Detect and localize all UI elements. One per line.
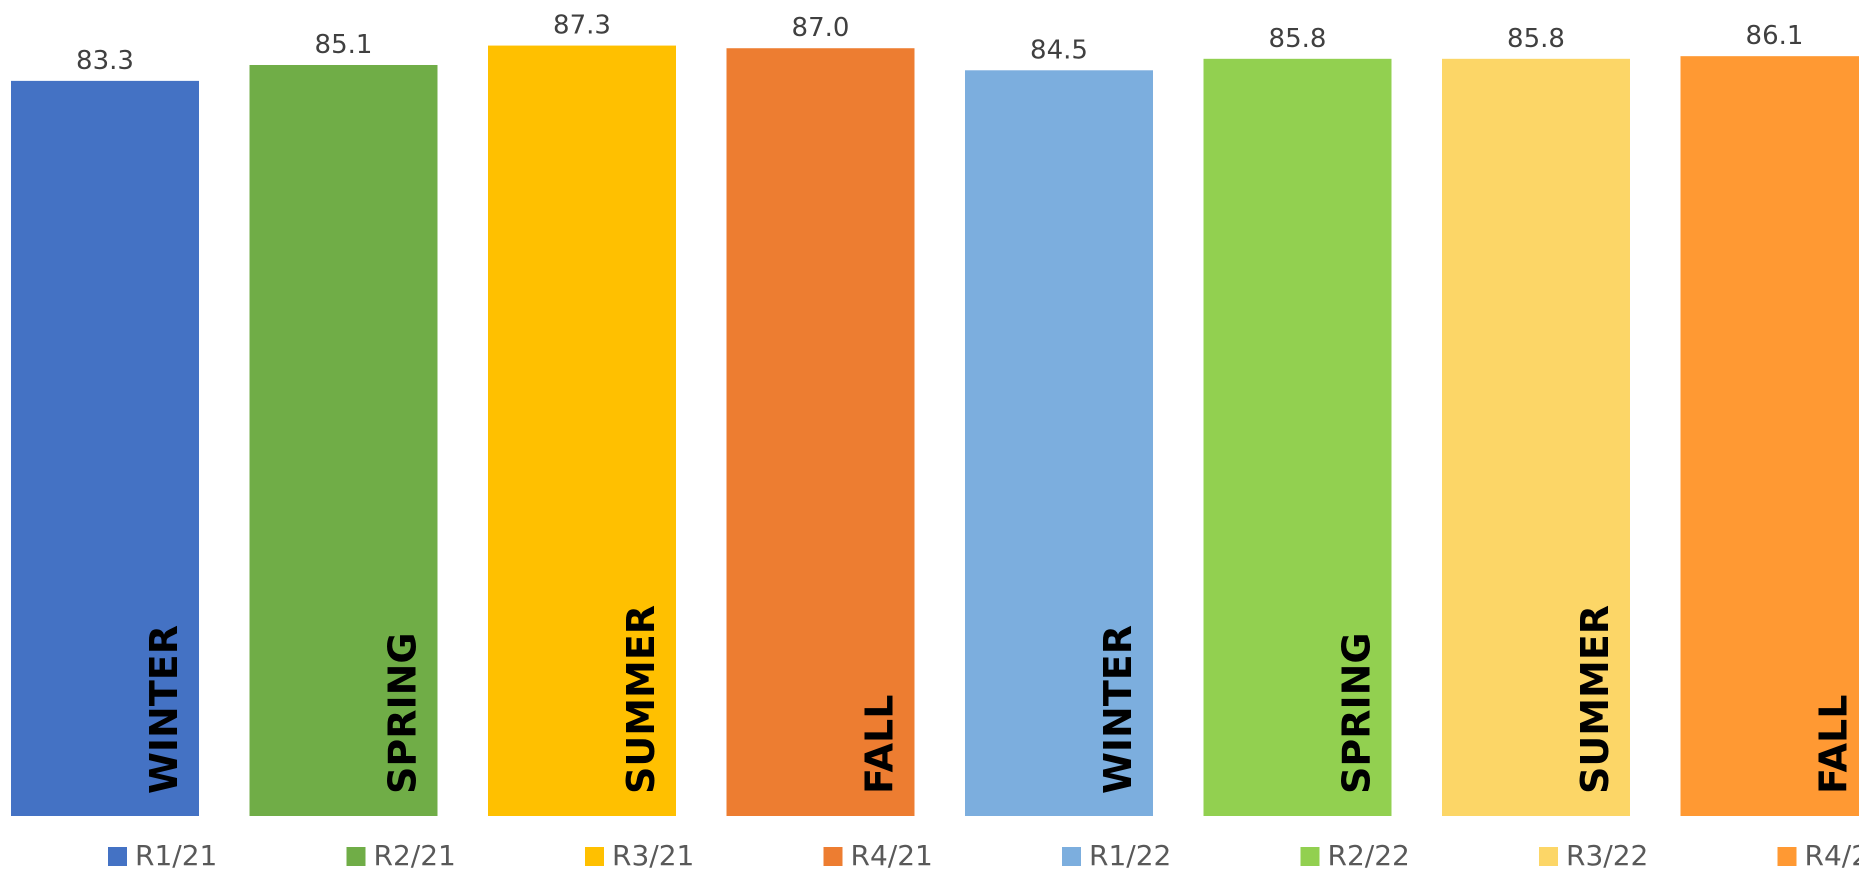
data-label: 85.8 (1507, 24, 1565, 54)
data-label: 83.3 (76, 46, 134, 76)
season-label: FALL (858, 695, 902, 794)
bar-r4-21 (726, 48, 915, 817)
bars-group: 83.3 WINTER 85.1 SPRING 87.3 SUMMER 87.0 FALL 84… (11, 11, 1859, 817)
legend-label: R3/22 (1566, 839, 1648, 872)
season-label: FALL (1812, 695, 1856, 794)
legend-swatch (1300, 847, 1320, 866)
bar-r1-21 (11, 80, 199, 816)
data-label: 87.3 (553, 11, 611, 41)
legend-label: R3/21 (612, 839, 694, 872)
season-label: SUMMER (1573, 605, 1617, 794)
bar-r3-21 (488, 45, 676, 816)
legend-swatch (108, 847, 127, 866)
legend-swatch (1062, 847, 1081, 866)
season-label: SUMMER (619, 605, 663, 794)
season-label: SPRING (1335, 632, 1379, 794)
legend-label: R1/22 (1089, 839, 1171, 872)
bar-r3-22 (1442, 58, 1630, 816)
bar-r1-22 (965, 70, 1153, 817)
legend-swatch (585, 847, 604, 866)
bar-r2-22 (1203, 58, 1392, 816)
legend-label: R2/21 (374, 839, 456, 872)
data-label: 84.5 (1030, 35, 1088, 65)
bar-r4-22 (1680, 56, 1859, 817)
legend-swatch (823, 847, 843, 866)
season-label: SPRING (381, 632, 425, 794)
legend-label: R4/22 (1805, 839, 1859, 872)
legend-label: R1/21 (135, 839, 217, 872)
legend-label: R4/21 (851, 839, 933, 872)
legend: R1/21 R2/21 R3/21 R4/21 R1/22 R2/22 R3/22 R4/22 (108, 839, 1859, 872)
legend-swatch (346, 847, 366, 866)
legend-swatch (1777, 847, 1797, 866)
legend-label: R2/22 (1328, 839, 1410, 872)
data-label: 85.1 (315, 30, 373, 60)
data-label: 87.0 (792, 13, 850, 43)
legend-swatch (1539, 847, 1558, 866)
data-label: 86.1 (1746, 21, 1804, 51)
data-label: 85.8 (1269, 24, 1327, 54)
season-label: WINTER (1096, 625, 1140, 794)
bar-r2-21 (249, 64, 438, 817)
season-label: WINTER (142, 625, 186, 794)
